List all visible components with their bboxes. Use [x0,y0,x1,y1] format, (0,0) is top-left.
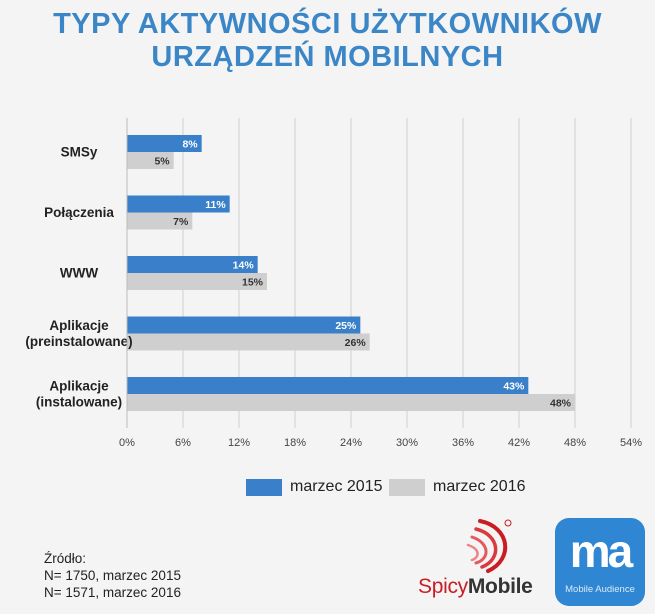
source-note: Źródło: N= 1750, marzec 2015 N= 1571, ma… [44,550,181,601]
x-tick-label: 12% [228,437,250,449]
legend-label-2016: marzec 2016 [433,478,526,495]
category-label: (instalowane) [36,395,122,410]
legend-item-2015: marzec 2015 [246,478,383,496]
title-line-1: TYPY AKTYWNOŚCI UŻYTKOWNIKÓW [53,8,602,40]
x-tick-label: 24% [340,437,362,449]
spicymobile-wordmark: SpicyMobile [418,575,533,599]
bar [127,316,361,334]
bar [127,394,575,411]
category-label: Aplikacje [49,379,109,394]
spicymobile-swirl-icon [466,519,512,573]
bar-data-label: 48% [550,398,572,410]
category-label: (preinstalowane) [25,334,132,349]
legend-swatch-2016 [389,478,425,496]
bar [127,273,267,290]
bar [127,212,193,230]
x-tick-label: 30% [396,437,418,449]
mobile-audience-logo: ma Mobile Audience [555,518,645,606]
bar-data-label: 25% [335,320,357,332]
bar-data-label: 7% [173,216,189,228]
bar-data-label: 5% [154,156,170,168]
ma-logo-mark: ma [569,525,633,577]
bar [127,135,202,152]
mobile-word: Mobile [467,575,533,598]
x-tick-label: 18% [284,437,306,449]
category-label: Aplikacje [49,318,109,333]
bar [127,333,370,351]
x-tick-label: 54% [620,437,642,449]
bar-data-label: 14% [233,260,255,272]
bar-data-label: 43% [503,381,525,393]
x-tick-label: 6% [175,437,191,449]
spicymobile-logo: SpicyMobile [418,515,543,607]
bar-data-label: 11% [205,199,226,211]
legend: marzec 2015 marzec 2016 [0,478,655,498]
bar-data-label: 15% [242,277,264,289]
legend-item-2016: marzec 2016 [389,478,526,496]
bar-chart: 0% 6% 12% 18% 24% 30% 36% 42% 48% 54% 8% 5% SMSy 11% 7… [25,118,642,449]
bar [127,377,529,394]
ma-logo-subtitle: Mobile Audience [565,584,635,595]
legend-label-2015: marzec 2015 [290,478,383,495]
source-line-2: N= 1571, marzec 2016 [44,585,181,600]
bar-data-label: 26% [345,337,367,349]
x-tick-label: 42% [508,437,530,449]
bar [127,152,174,169]
x-tick-label: 0% [119,437,135,449]
bar [127,195,230,213]
category-label: SMSy [61,145,98,160]
source-line-1: N= 1750, marzec 2015 [44,568,181,583]
spicy-word: Spicy [418,575,468,598]
chart-title: TYPY AKTYWNOŚCI UŻYTKOWNIKÓW URZĄDZEŃ MO… [0,8,655,74]
bar-data-label: 8% [182,139,198,151]
category-label: WWW [60,266,98,281]
category-label: Połączenia [44,205,114,220]
title-line-2: URZĄDZEŃ MOBILNYCH [151,41,504,73]
x-tick-label: 48% [564,437,586,449]
x-tick-label: 36% [452,437,474,449]
legend-swatch-2015 [246,478,282,496]
source-label: Źródło: [44,551,87,566]
bar [127,256,258,273]
